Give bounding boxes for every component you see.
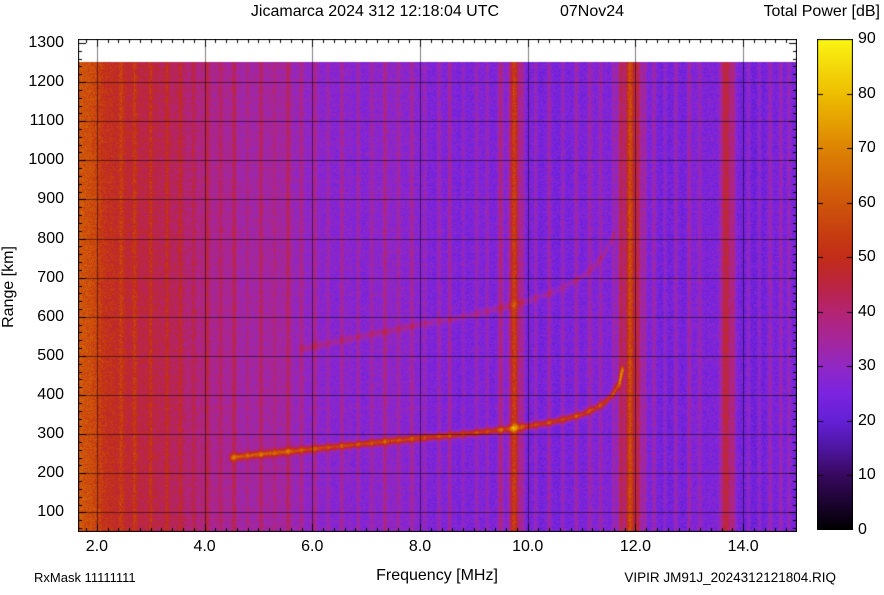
x-tick-label: 8.0 [408, 538, 432, 555]
y-tick-label: 100 [37, 503, 64, 521]
x-tick-label: 10.0 [512, 538, 544, 555]
y-tick-label: 300 [37, 425, 64, 443]
y-tick-label: 600 [37, 307, 64, 325]
colorbar-tick-label: 30 [858, 357, 876, 375]
x-tick-label: 4.0 [193, 538, 216, 555]
y-tick-label: 1300 [28, 33, 64, 51]
y-tick-label: 700 [37, 268, 64, 286]
y-tick-label: 1100 [29, 112, 64, 130]
y-tick-label: 500 [37, 346, 64, 364]
colorbar-canvas [817, 39, 853, 530]
x-tick-label: 12.0 [619, 538, 651, 555]
colorbar-tick-label: 50 [858, 248, 876, 266]
y-tick-label: 200 [37, 464, 64, 482]
colorbar-tick-label: 10 [858, 466, 876, 484]
y-tick-label: 400 [37, 386, 64, 404]
colorbar-tick-label: 60 [858, 193, 876, 211]
colorbar-tick-label: 20 [858, 411, 876, 429]
file-info-label: VIPIR JM91J_2024312121804.RIQ [624, 570, 836, 585]
colorbar-tick-label: 70 [858, 139, 876, 157]
colorbar-tick-label: 90 [858, 30, 876, 47]
y-tick-label: 900 [37, 190, 64, 208]
x-axis-label: Frequency [MHz] [376, 567, 498, 584]
x-tick-label: 6.0 [301, 538, 324, 555]
rx-mask-label: RxMask 11111111 [34, 570, 136, 585]
colorbar-title: Total Power [dB] [763, 3, 881, 20]
colorbar-tick-label: 40 [858, 302, 876, 320]
x-tick-label: 14.0 [727, 538, 759, 555]
plot-title: Jicamarca 2024 312 12:18:04 UTC [250, 3, 500, 20]
y-tick-label: 800 [37, 229, 64, 247]
y-tick-label: 1000 [28, 151, 64, 169]
colorbar-tick-label: 0 [858, 521, 867, 538]
plot-date: 07Nov24 [559, 3, 625, 20]
colorbar-tick-label: 80 [858, 84, 876, 102]
y-tick-label: 1200 [28, 73, 64, 91]
x-tick-label: 2.0 [85, 538, 108, 555]
ionogram-heatmap-canvas [78, 39, 797, 532]
